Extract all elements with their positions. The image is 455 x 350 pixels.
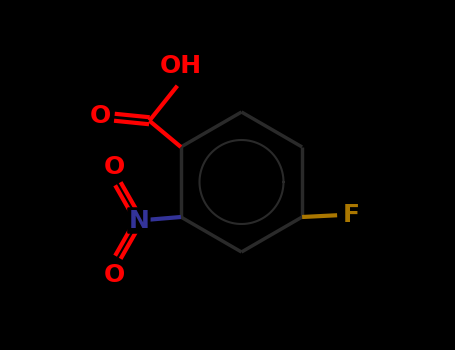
Text: O: O bbox=[104, 154, 125, 178]
Text: O: O bbox=[104, 262, 125, 287]
Text: F: F bbox=[342, 203, 359, 227]
Text: O: O bbox=[90, 104, 111, 128]
Text: N: N bbox=[128, 209, 149, 232]
Text: OH: OH bbox=[160, 54, 202, 78]
